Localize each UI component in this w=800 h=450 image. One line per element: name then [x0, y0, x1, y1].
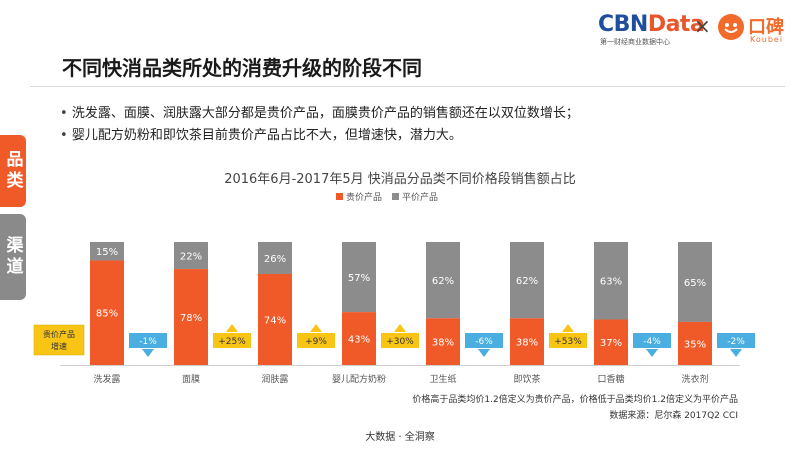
up-arrow-icon — [562, 324, 574, 332]
cbndata-logo: CBNData — [598, 12, 705, 37]
bar-label-regular: 15% — [96, 247, 118, 258]
chart-title: 2016年6月-2017年5月 快消品分品类不同价格段销售额占比 — [224, 172, 576, 187]
bar-premium — [342, 312, 376, 365]
category-label: 口香糖 — [597, 373, 624, 385]
category-label: 洗衣剂 — [681, 373, 708, 385]
down-arrow-icon — [646, 349, 658, 357]
category-label: 即饮茶 — [513, 373, 540, 385]
growth-label: +53% — [554, 337, 582, 347]
growth-box-up — [549, 333, 587, 348]
bar-label-regular: 26% — [264, 254, 286, 265]
bar-premium — [426, 318, 460, 365]
bar-label-premium: 37% — [600, 338, 622, 349]
category-label: 洗发露 — [93, 373, 120, 385]
growth-label: +25% — [218, 337, 246, 347]
growth-box-up — [297, 333, 335, 348]
growth-label: -1% — [139, 337, 157, 347]
bar-regular — [678, 242, 712, 322]
bar-regular — [594, 242, 628, 320]
bar-label-premium: 85% — [96, 309, 118, 320]
growth-box-up — [381, 333, 419, 348]
legend-label-regular: 平价产品 — [402, 193, 439, 203]
legend-swatch-premium — [336, 193, 343, 200]
category-label: 面膜 — [182, 374, 200, 385]
growth-box-up — [213, 333, 251, 348]
bar-regular — [90, 242, 124, 261]
bar-premium — [90, 260, 124, 365]
bar-label-premium: 74% — [264, 315, 286, 326]
bar-premium — [174, 269, 208, 365]
up-arrow-icon — [394, 324, 406, 332]
bar-regular — [426, 242, 460, 319]
bullet-item: 洗发露、面膜、润肤露大部分都是贵价产品，面膜贵价产品的销售额还在以双位数增长； — [60, 103, 579, 125]
growth-label: +9% — [305, 337, 327, 347]
page-title: 不同快消品类所处的消费升级的阶段不同 — [62, 56, 422, 80]
down-arrow-icon — [730, 349, 742, 357]
cbndata-logo-data: Data — [647, 12, 705, 37]
cbndata-subtitle: 第一财经商业数据中心 — [600, 38, 670, 46]
bar-label-premium: 78% — [180, 313, 202, 324]
bar-regular — [510, 242, 544, 319]
bar-label-regular: 22% — [180, 252, 202, 263]
growth-label: -2% — [727, 337, 745, 347]
growth-legend-line2: 增速 — [51, 341, 67, 351]
growth-box-down — [465, 333, 503, 348]
source-note: 数据来源：尼尔森 2017Q2 CCI — [609, 411, 738, 421]
down-arrow-icon — [478, 349, 490, 357]
legend-label-premium: 贵价产品 — [346, 193, 383, 203]
title-divider — [30, 86, 785, 87]
bar-regular — [342, 242, 376, 313]
bar-label-premium: 43% — [348, 335, 370, 346]
koubei-logo-subtext: Koubei — [750, 35, 784, 44]
side-tab-category[interactable]: 品类 — [0, 135, 26, 207]
bar-label-regular: 65% — [684, 278, 706, 289]
legend-item-regular: 平价产品 — [392, 190, 438, 203]
cbndata-logo-cbn: CBN — [598, 12, 648, 37]
bar-label-premium: 38% — [432, 338, 454, 349]
growth-label: +30% — [386, 337, 414, 347]
bar-regular — [174, 242, 208, 270]
up-arrow-icon — [226, 324, 238, 332]
legend-item-premium: 贵价产品 — [336, 190, 382, 203]
koubei-logo-icon — [718, 14, 744, 40]
category-label: 婴儿配方奶粉 — [332, 373, 386, 385]
side-tab-channel[interactable]: 渠道 — [0, 214, 26, 300]
bar-label-regular: 63% — [600, 277, 622, 288]
growth-legend-box — [33, 324, 85, 356]
bar-premium — [594, 319, 628, 365]
bar-premium — [678, 321, 712, 365]
bar-label-regular: 62% — [432, 276, 454, 287]
partnership-times: × — [694, 14, 711, 38]
bullet-item: 婴儿配方奶粉和即饮茶目前贵价产品占比不大，但增速快，潜力大。 — [60, 125, 579, 147]
up-arrow-icon — [310, 324, 322, 332]
bar-premium — [510, 318, 544, 365]
category-label: 润肤露 — [261, 373, 288, 385]
bar-label-regular: 62% — [516, 276, 538, 287]
growth-legend-line1: 贵价产品 — [43, 329, 75, 339]
growth-box-down — [717, 333, 755, 348]
footer-tagline: 大数据 · 全洞察 — [365, 432, 435, 443]
down-arrow-icon — [142, 349, 154, 357]
definition-note: 价格高于品类均价1.2倍定义为贵价产品，价格低于品类均价1.2倍定义为平价产品 — [412, 395, 738, 405]
bar-regular — [258, 242, 292, 274]
category-label: 卫生纸 — [429, 373, 456, 385]
bar-label-premium: 38% — [516, 338, 538, 349]
growth-box-down — [633, 333, 671, 348]
bar-label-regular: 57% — [348, 273, 370, 284]
growth-box-down — [129, 333, 167, 348]
summary-bullets: 洗发露、面膜、润肤露大部分都是贵价产品，面膜贵价产品的销售额还在以双位数增长； … — [60, 103, 579, 147]
legend-swatch-regular — [392, 193, 399, 200]
koubei-logo-text: 口碑 — [748, 17, 784, 38]
bar-premium — [258, 273, 292, 365]
growth-label: -4% — [643, 337, 661, 347]
growth-label: -6% — [475, 337, 493, 347]
bar-label-premium: 35% — [684, 339, 706, 350]
